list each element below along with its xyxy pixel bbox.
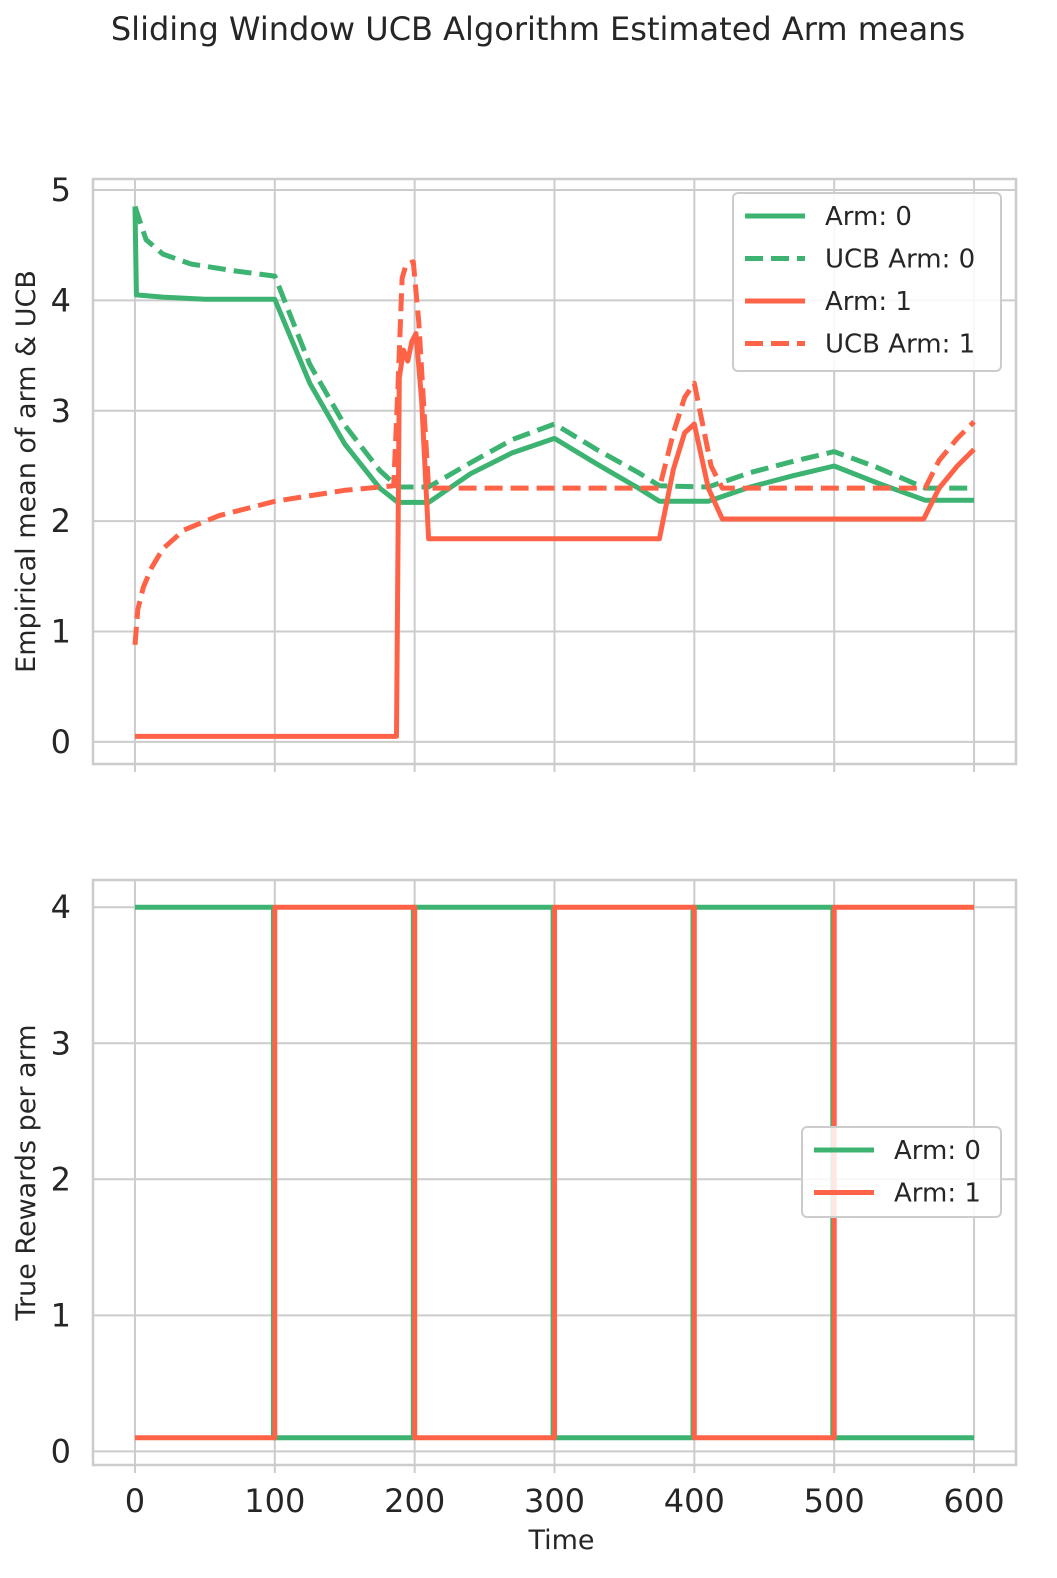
y-ticks: 0 1 2 3 4 5: [51, 171, 71, 761]
legend: Arm: 0 Arm: 1: [801, 1126, 1002, 1218]
y-tick-label: 0: [51, 1432, 71, 1470]
series-group: [135, 904, 974, 1441]
y-tick-label: 0: [51, 723, 71, 761]
y-tick-label: 4: [51, 888, 71, 926]
x-ticks: [133, 764, 976, 772]
legend: Arm: 0 UCB Arm: 0 Arm: 1 UCB Arm: 1: [732, 192, 1002, 372]
y-tick-label: 2: [51, 1160, 71, 1198]
x-axis-label: Time: [527, 1525, 594, 1556]
legend-entry: Arm: 0: [894, 1136, 981, 1166]
x-tick-label: 300: [524, 1482, 585, 1520]
x-ticks: 0 100 200 300 400 500 600: [125, 1465, 1005, 1520]
y-tick-label: 3: [51, 392, 71, 430]
series-line-ucb-arm0: [132, 205, 974, 491]
x-tick-label: 600: [944, 1482, 1005, 1520]
y-tick-label: 1: [51, 613, 71, 651]
x-tick-label: 200: [384, 1482, 445, 1520]
chart-true-rewards: 0 100 200 300 400 500 600 0 1 2 3 4 True Rewards per…: [11, 878, 1018, 1556]
figure-title: Sliding Window UCB Algorithm Estimated A…: [111, 10, 965, 48]
y-ticks: 0 1 2 3 4: [51, 888, 71, 1470]
y-tick-label: 1: [51, 1296, 71, 1334]
axes-frame: [91, 878, 1018, 1467]
x-tick-label: 400: [664, 1482, 725, 1520]
series-line-arm1: [135, 904, 974, 1441]
chart-arm-means: 0 1 2 3 4 5 Empirical mean of arm & UCB Arm: 0 U…: [11, 171, 1018, 772]
legend-entry: Arm: 1: [894, 1179, 981, 1209]
legend-entry: Arm: 0: [825, 202, 912, 232]
y-tick-label: 5: [51, 171, 71, 209]
legend-entry: UCB Arm: 1: [825, 330, 975, 360]
legend-entry: Arm: 1: [825, 287, 912, 317]
x-tick-label: 100: [244, 1482, 305, 1520]
legend-frame: [732, 192, 1002, 372]
series-line-arm1: [135, 331, 976, 739]
series-line-ucb-arm1: [132, 259, 976, 645]
y-axis-label: True Rewards per arm: [11, 1024, 42, 1321]
legend-entry: UCB Arm: 0: [825, 245, 975, 275]
y-tick-label: 4: [51, 281, 71, 319]
x-tick-label: 500: [804, 1482, 865, 1520]
y-tick-label: 3: [51, 1024, 71, 1062]
y-tick-label: 2: [51, 502, 71, 540]
series-line-arm0: [132, 206, 974, 505]
y-axis-label: Empirical mean of arm & UCB: [11, 270, 42, 673]
x-tick-label: 0: [125, 1482, 145, 1520]
series-group: [132, 205, 976, 739]
axes-frame: [91, 177, 1018, 766]
